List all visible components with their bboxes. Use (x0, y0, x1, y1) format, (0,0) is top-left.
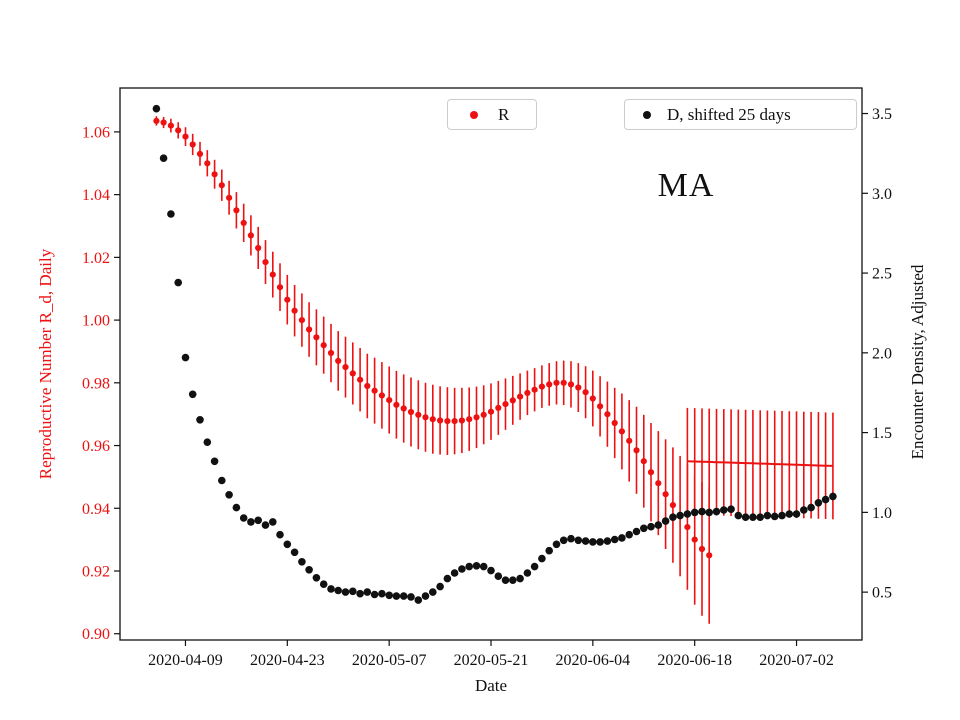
d-points (152, 104, 837, 604)
svg-text:0.98: 0.98 (82, 375, 110, 392)
svg-text:2020-07-02: 2020-07-02 (759, 652, 834, 669)
svg-text:0.96: 0.96 (82, 438, 110, 455)
state-title: MA (657, 167, 715, 204)
y-axis-label-left: Reproductive Number R_d, Daily (36, 248, 55, 480)
svg-text:3.0: 3.0 (872, 186, 892, 203)
svg-text:1.06: 1.06 (82, 124, 110, 141)
legend-r-label: R (498, 104, 510, 124)
svg-text:2020-06-18: 2020-06-18 (657, 652, 732, 669)
legend-r: R (447, 99, 537, 130)
r-flat-segment (686, 407, 834, 520)
svg-text:2020-05-07: 2020-05-07 (352, 652, 427, 669)
svg-text:1.04: 1.04 (82, 187, 110, 204)
svg-text:2020-06-04: 2020-06-04 (556, 652, 631, 669)
svg-text:1.00: 1.00 (82, 313, 110, 330)
svg-text:2020-04-09: 2020-04-09 (148, 652, 223, 669)
svg-text:0.92: 0.92 (82, 564, 110, 581)
y-axis-label-right: Encounter Density, Adjusted (908, 264, 927, 460)
svg-text:1.0: 1.0 (872, 505, 892, 522)
svg-text:1.5: 1.5 (872, 425, 892, 442)
plot-border (119, 87, 863, 641)
y-right-ticks: 0.5 1.0 1.5 2.0 2.5 3.0 3.5 (862, 106, 892, 602)
legend-d-marker-icon (643, 110, 651, 119)
svg-text:1.02: 1.02 (82, 250, 110, 267)
y-left-ticks: 0.90 0.92 0.94 0.96 0.98 1.00 1.02 1.04 1.06 (82, 124, 120, 643)
x-axis-label: Date (474, 676, 508, 695)
svg-text:3.5: 3.5 (872, 106, 892, 123)
svg-text:0.5: 0.5 (872, 585, 892, 602)
legend-d: D, shifted 25 days (624, 99, 857, 130)
svg-text:2.5: 2.5 (872, 266, 892, 283)
svg-text:2020-04-23: 2020-04-23 (250, 652, 325, 669)
legend-d-label: D, shifted 25 days (667, 104, 791, 124)
r-points (153, 117, 713, 559)
x-axis-ticks: 2020-04-09 2020-04-23 2020-05-07 2020-05-21… (148, 640, 834, 669)
legend-r-marker-icon (470, 110, 478, 119)
svg-text:2.0: 2.0 (872, 345, 892, 362)
r-error-bars (155, 116, 711, 624)
svg-text:0.90: 0.90 (82, 626, 110, 643)
svg-text:0.94: 0.94 (82, 501, 110, 518)
svg-text:2020-05-21: 2020-05-21 (454, 652, 529, 669)
